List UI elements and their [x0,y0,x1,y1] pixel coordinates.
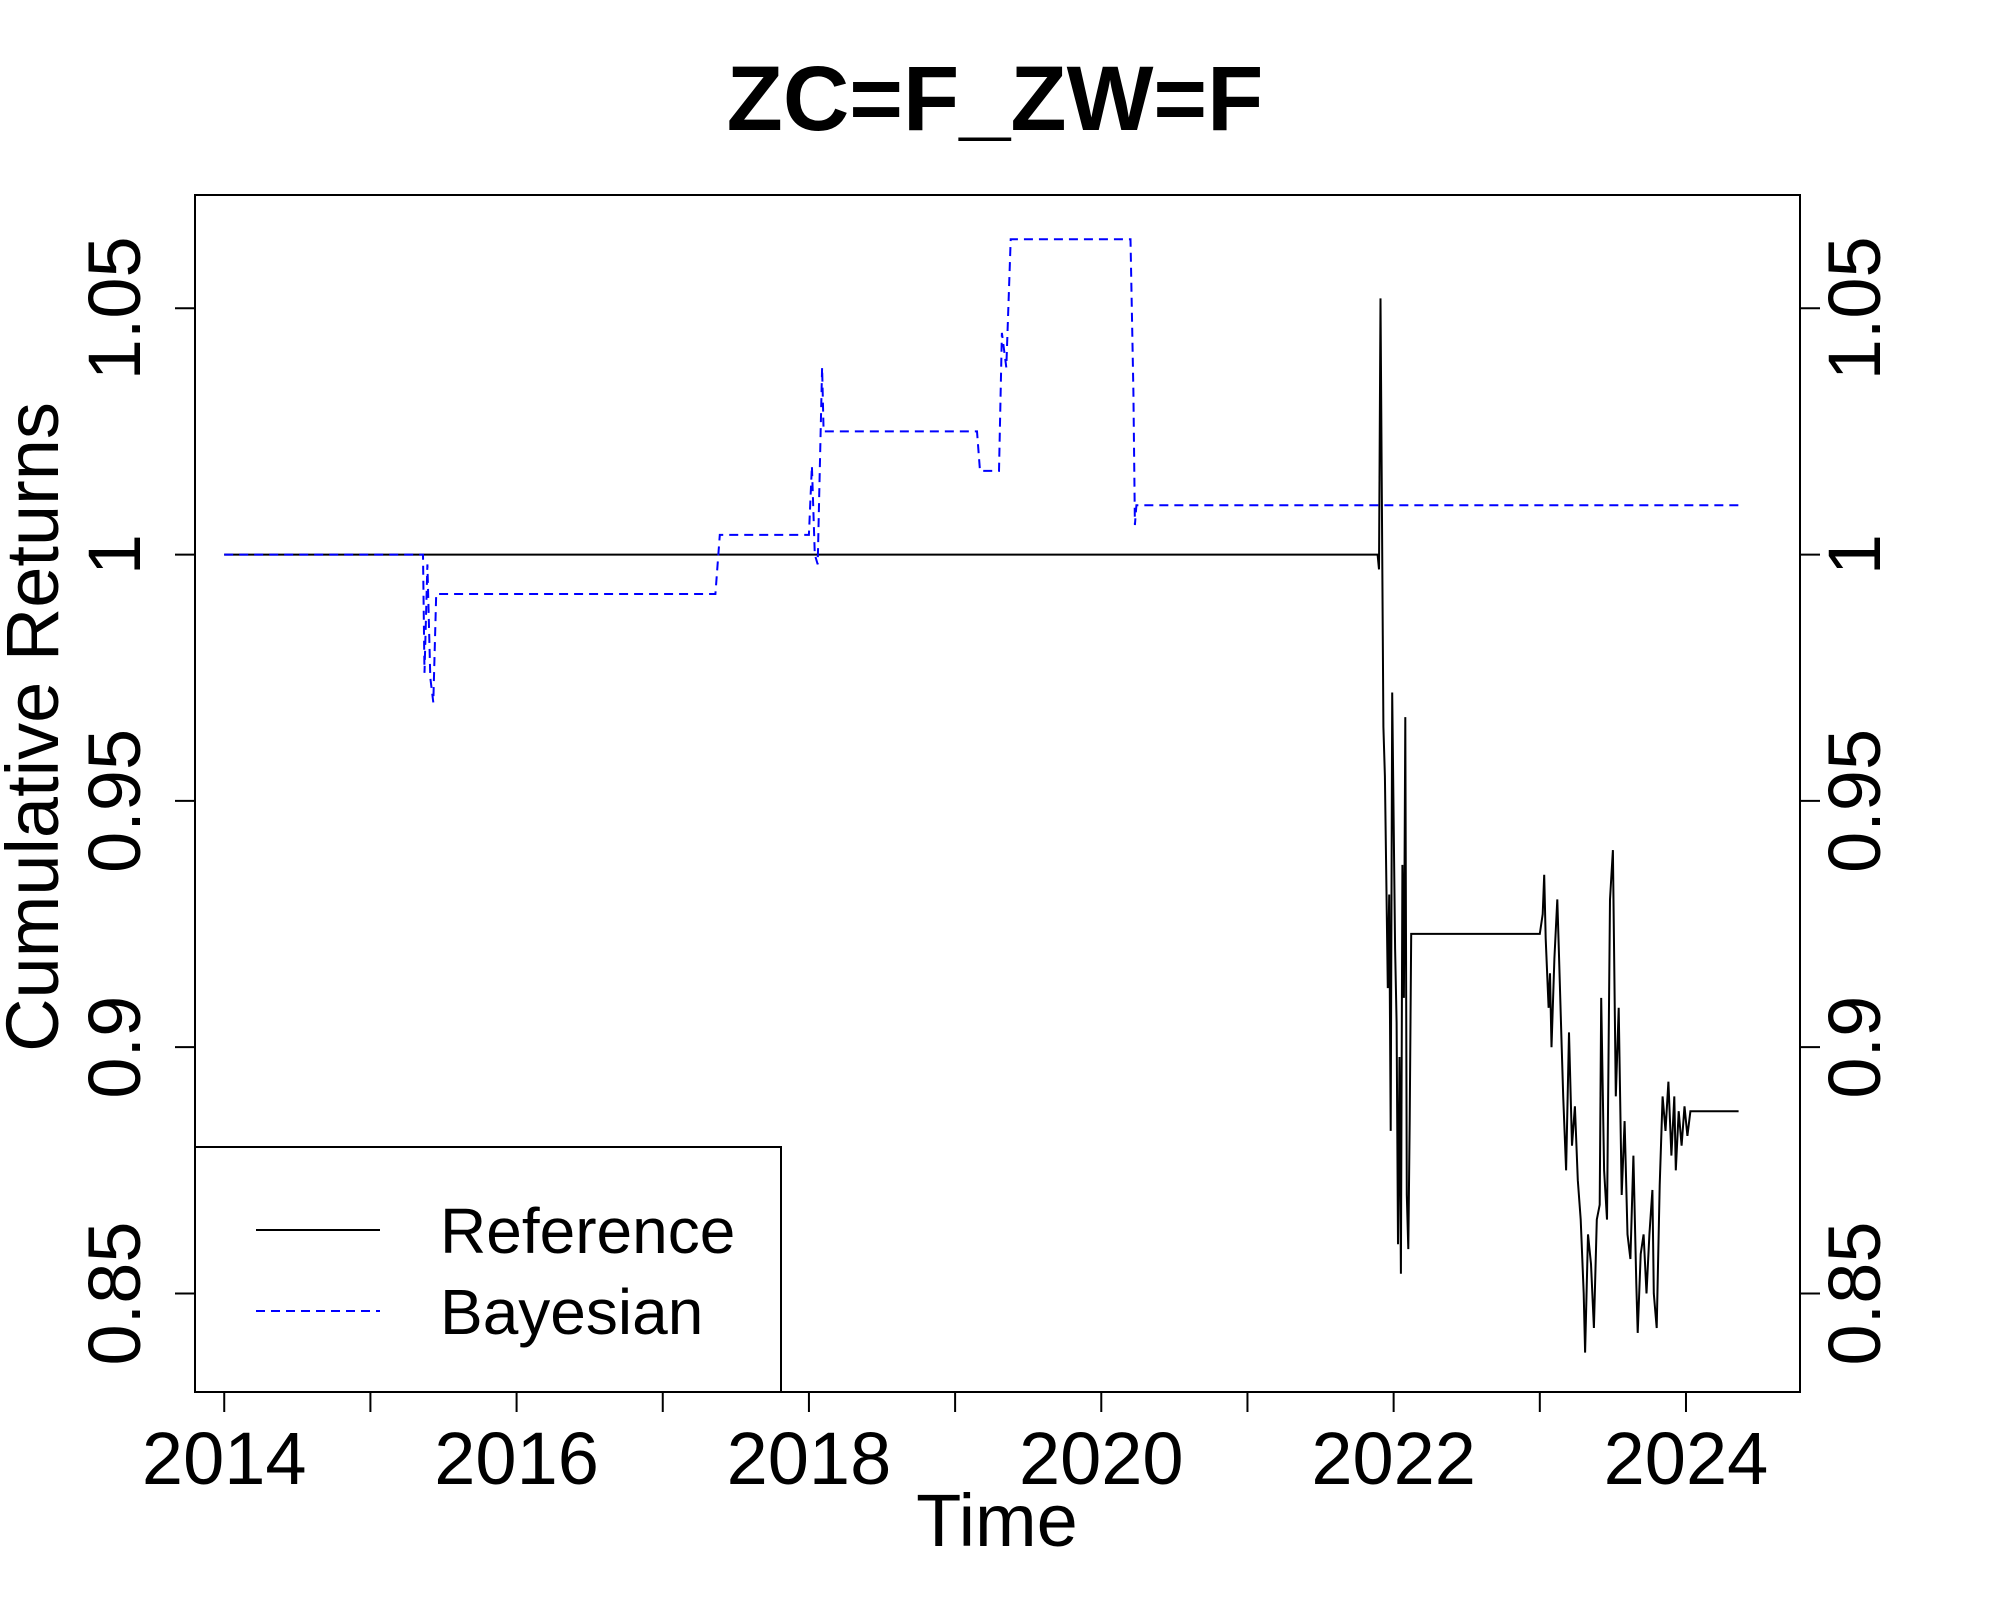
x-tick-label: 2024 [1604,1417,1769,1500]
y-axis-label: Cumulative Returns [0,402,74,1052]
legend-label-reference: Reference [440,1195,735,1267]
x-axis: 2014 2016 2018 2020 2022 2024 [142,1391,1769,1500]
x-tick-label: 2014 [142,1417,307,1500]
y-axis-right: 0.85 0.9 0.95 1 1.05 [1800,236,1896,1365]
y-tick-label-right: 0.85 [1813,1221,1896,1365]
x-tick-label: 2020 [1019,1417,1184,1500]
series-line-bayesian [224,238,1739,703]
y-tick-label-right: 0.9 [1813,996,1896,1099]
x-tick-label: 2022 [1311,1417,1476,1500]
series-layer [224,238,1739,1353]
y-tick-label-right: 1 [1813,534,1896,575]
y-tick-label-right: 0.95 [1813,729,1896,873]
x-axis-label: Time [916,1479,1078,1562]
y-axis-left: 0.85 0.9 0.95 1 1.05 [73,236,195,1365]
legend: Reference Bayesian [194,1146,782,1393]
y-tick-label: 1.05 [73,236,156,380]
chart-title: ZC=F_ZW=F [727,48,1264,150]
y-tick-label: 0.85 [73,1221,156,1365]
y-tick-label-right: 1.05 [1813,236,1896,380]
x-tick-label: 2016 [434,1417,599,1500]
y-tick-label: 1 [73,534,156,575]
y-tick-label: 0.95 [73,729,156,873]
series-line-reference [224,298,1739,1353]
y-tick-label: 0.9 [73,996,156,1099]
x-tick-label: 2018 [727,1417,892,1500]
legend-label-bayesian: Bayesian [440,1276,703,1348]
legend-box [194,1146,782,1393]
